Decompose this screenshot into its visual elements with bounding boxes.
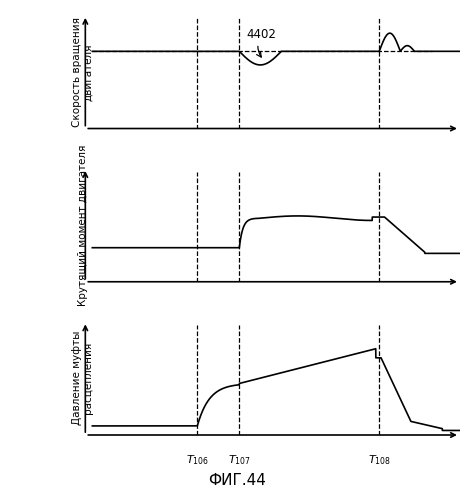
- Text: $T_{106}$: $T_{106}$: [186, 453, 209, 467]
- Text: ФИГ.44: ФИГ.44: [208, 473, 266, 488]
- Text: 4402: 4402: [246, 28, 276, 57]
- Y-axis label: Скорость вращения
двигателя: Скорость вращения двигателя: [72, 17, 93, 127]
- Text: $T_{108}$: $T_{108}$: [368, 453, 391, 467]
- Y-axis label: Давление муфты
расцепления: Давление муфты расцепления: [72, 331, 93, 426]
- Y-axis label: Крутящий момент двигателя: Крутящий момент двигателя: [78, 144, 88, 306]
- Text: $T_{107}$: $T_{107}$: [228, 453, 251, 467]
